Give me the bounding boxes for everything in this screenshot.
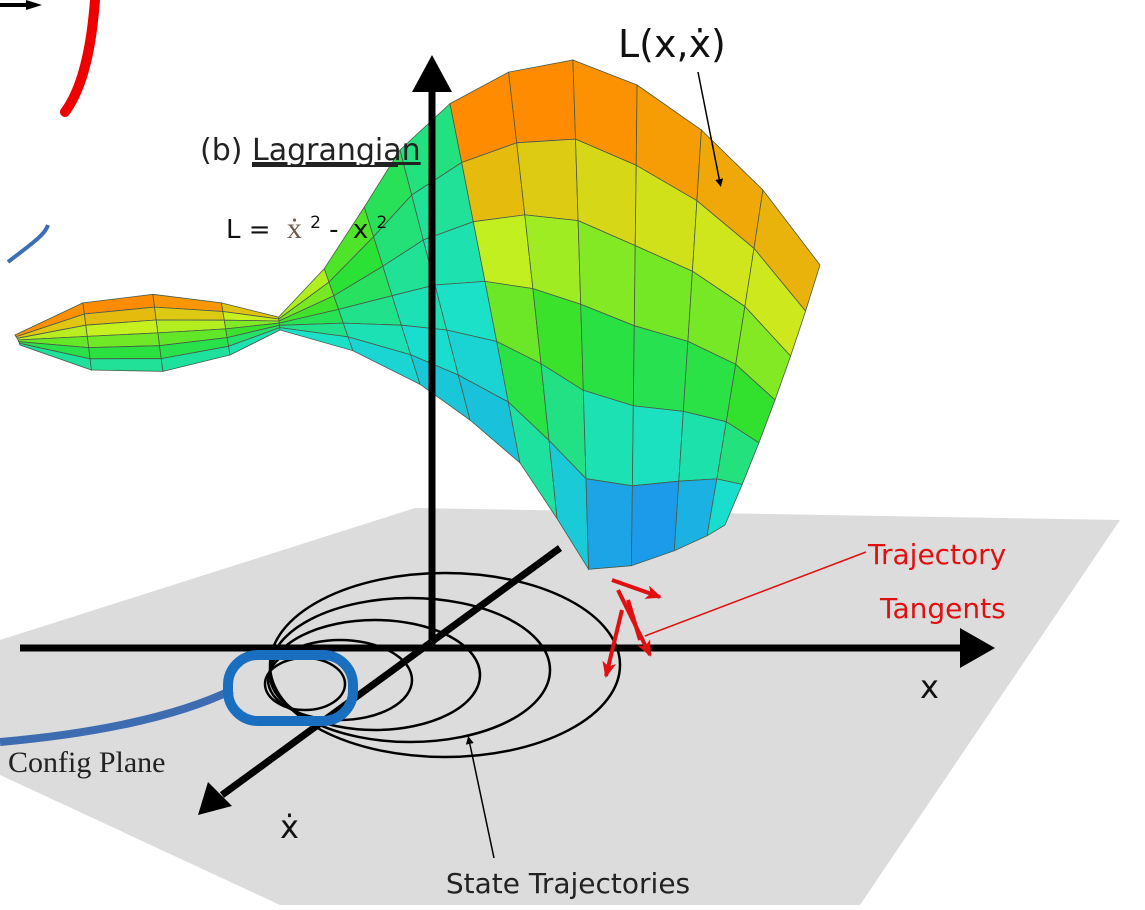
surface-leader (697, 71, 724, 187)
surface-patch (706, 478, 743, 537)
state-trajectories (263, 571, 622, 759)
tangent-arrow (602, 609, 624, 678)
lagrangian-surface (14, 59, 821, 571)
surface-patch (508, 59, 576, 144)
plane-label: Config Plane (8, 746, 166, 779)
tangent-label-line: Trajectory (867, 538, 1006, 571)
blue-annotation-arc (6, 224, 50, 264)
config-plane (0, 508, 1120, 905)
arrow-stub-head (26, 0, 42, 10)
equation: L = ẋ 2 - x 2 (226, 205, 387, 245)
xdot-arrowhead (198, 782, 232, 815)
background-layer (0, 508, 1120, 905)
surface-patch (89, 358, 164, 372)
equation-lhs: L = (226, 215, 271, 245)
surface-patch (516, 138, 579, 222)
equation-operator: - (329, 215, 338, 245)
blue-highlight-box (223, 650, 358, 726)
equation-term: ẋ (287, 212, 302, 245)
panel-label: (b) (200, 133, 242, 168)
surface-patch (585, 478, 633, 570)
tangent-leader (644, 551, 867, 637)
surface-label: L(x,ẋ) (618, 22, 726, 66)
equation-exponent: 2 (376, 213, 387, 233)
trajectory-tangent-arrows (602, 578, 662, 678)
x-arrowhead (960, 628, 995, 668)
tangent-label-line: Tangents (879, 592, 1006, 625)
surface-patch (88, 345, 162, 360)
equation-exponent: 2 (310, 213, 321, 233)
lagrangian-label: Lagrangian (252, 133, 421, 168)
trajectory-leader (465, 736, 495, 859)
tangent-arrow (626, 599, 642, 641)
surface-patch (631, 405, 684, 487)
foreground-layer: L(x,ẋ) (b) Lagrangian L = ẋ 2 - x 2 Traj… (0, 0, 1006, 900)
xdot-axis (219, 545, 563, 798)
equation-term: x (353, 215, 368, 245)
blue-annotation-curve (0, 686, 234, 746)
xdot-axis-label: ẋ (280, 808, 299, 846)
tangent-arrow (611, 578, 662, 599)
trajectory-ellipse (268, 618, 482, 732)
z-arrowhead (412, 55, 452, 92)
x-axis-label: x (920, 668, 939, 706)
surface-patch (582, 389, 634, 487)
red-annotation-arc (60, 0, 100, 117)
trajectory-label: State Trajectories (446, 867, 690, 900)
